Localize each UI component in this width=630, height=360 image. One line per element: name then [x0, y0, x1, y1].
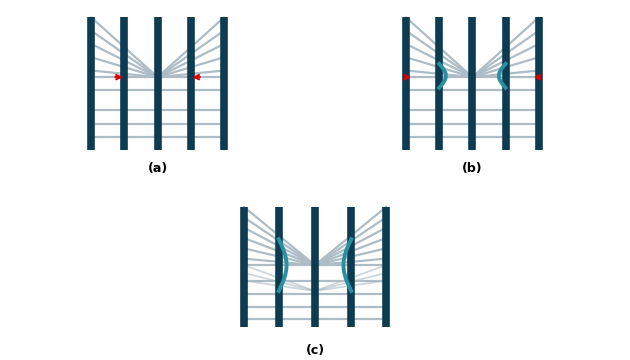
Text: (a): (a)	[147, 162, 168, 175]
Text: (b): (b)	[462, 162, 483, 175]
Text: (c): (c)	[306, 344, 324, 357]
